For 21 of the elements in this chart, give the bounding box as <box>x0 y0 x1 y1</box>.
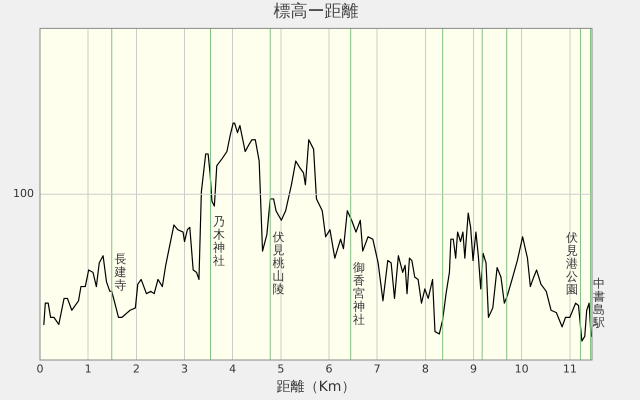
x-tick-label: 0 <box>36 362 44 376</box>
x-tick-label: 3 <box>181 362 188 376</box>
x-axis-title: 距離（Km） <box>276 379 356 396</box>
x-tick-label: 8 <box>422 362 429 376</box>
ref-line-label: 伏見桃山陵 <box>272 230 285 296</box>
x-tick-label: 9 <box>470 362 478 376</box>
x-tick-label: 5 <box>277 362 284 376</box>
x-tick-label: 11 <box>562 362 577 376</box>
chart-title: 標高ー距離 <box>274 2 358 22</box>
ref-line-label: 乃木神社 <box>213 214 226 268</box>
x-tick-label: 7 <box>374 362 381 376</box>
ref-line-label: 御香宮神社 <box>353 260 366 327</box>
ref-line-label: 伏見港公園 <box>566 230 578 297</box>
ref-line-label: 中書島駅 <box>592 276 606 330</box>
x-tick-label: 2 <box>132 362 140 376</box>
x-tick-label: 1 <box>84 362 92 376</box>
x-tick-label: 10 <box>514 362 529 376</box>
text: 100 <box>13 187 34 200</box>
x-tick-label: 6 <box>326 362 333 376</box>
x-tick-label: 4 <box>229 362 236 376</box>
ref-line-label: 長建寺 <box>113 252 126 292</box>
